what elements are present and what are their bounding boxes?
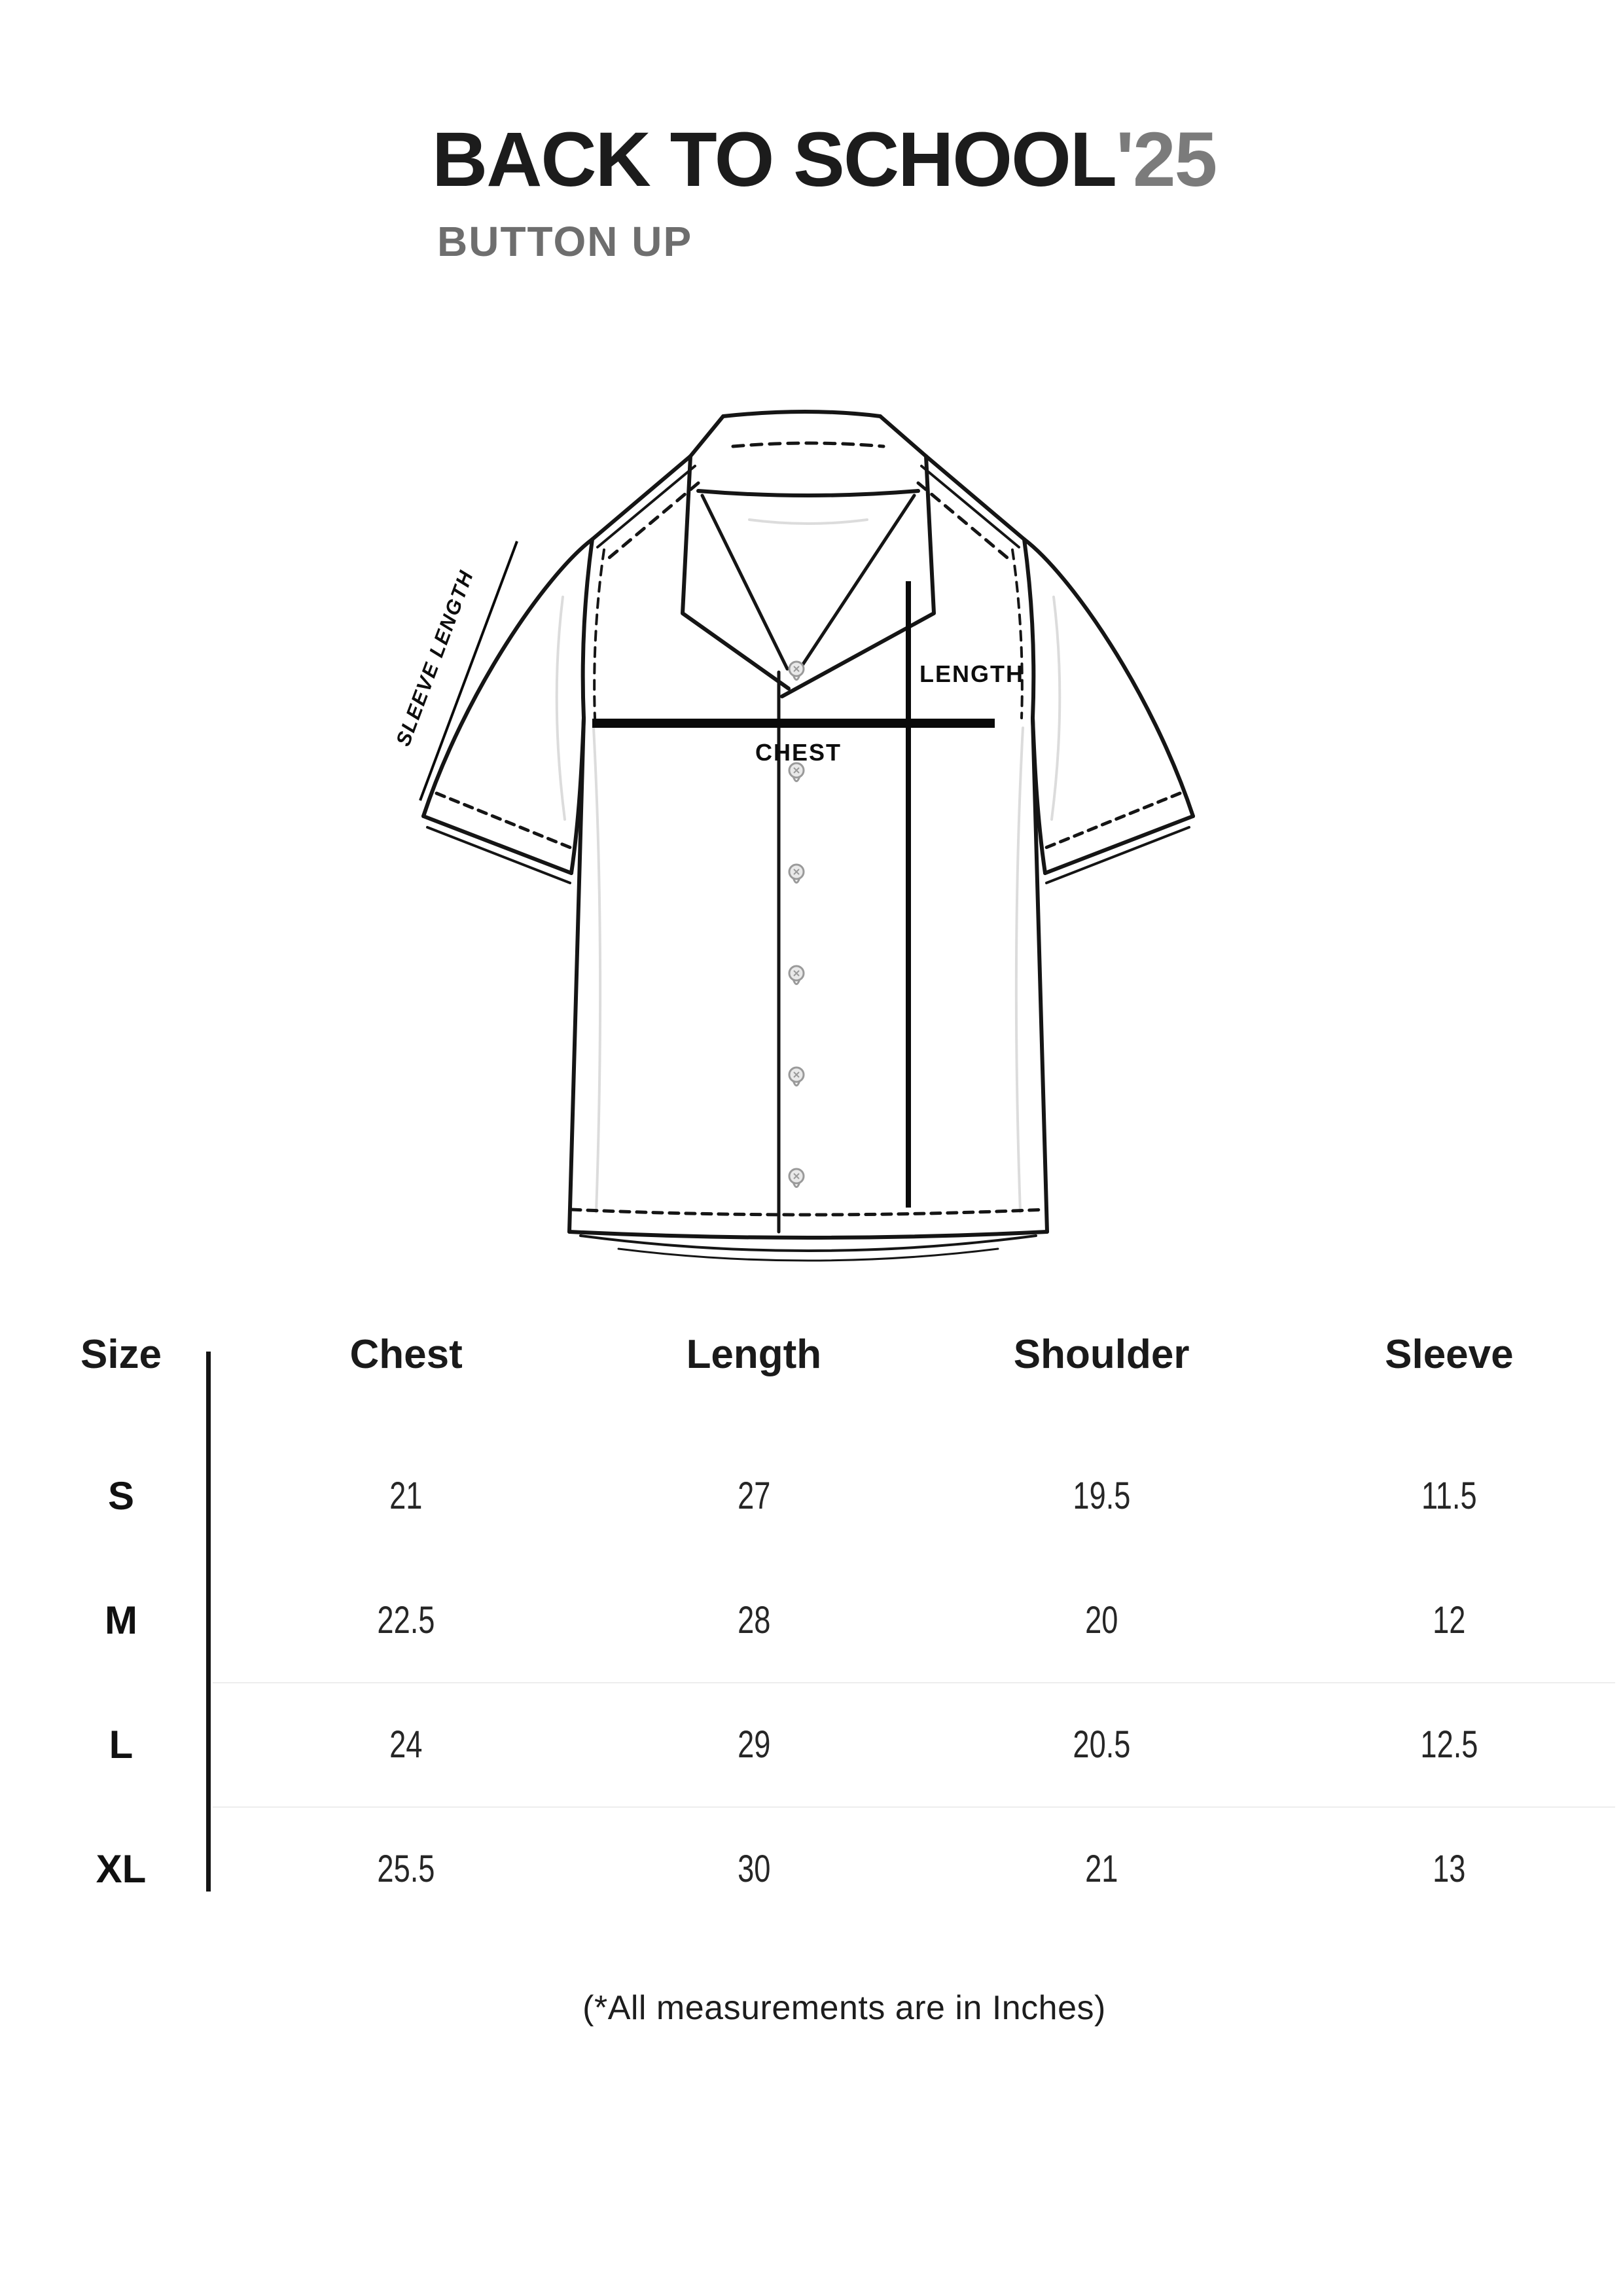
size-label: L [109, 1722, 134, 1767]
button-icon [788, 863, 805, 884]
size-chart: Size Chest Length Shoulder Sleeve S 21 2… [39, 1322, 1623, 1934]
body-shading-right [1014, 726, 1024, 1213]
value-sleeve: 12.5 [1420, 1723, 1478, 1766]
sleeve-length-label: SLEEVE LENGTH [396, 567, 478, 749]
value-shoulder: 19.5 [1073, 1474, 1131, 1517]
button-icon [788, 1066, 805, 1086]
row-separator [213, 1682, 1615, 1683]
cuff-fold-left [426, 826, 571, 884]
header-length: Length [686, 1332, 822, 1377]
front-edge-left [700, 493, 789, 671]
chest-label: CHEST [755, 739, 842, 766]
shoulder-seam-left [590, 454, 692, 541]
body-side-right [1031, 716, 1049, 1234]
cuff-fold-right [1045, 826, 1190, 884]
value-chest: 24 [389, 1723, 423, 1766]
button-icon [788, 660, 805, 681]
hem-under-curve [579, 1234, 1037, 1252]
lapel-left [681, 454, 791, 691]
body-shading-left [592, 726, 602, 1213]
cuff-edge-left [421, 814, 573, 875]
hem-edge [567, 1230, 1049, 1240]
size-label: S [107, 1473, 135, 1518]
collar-stitch-dashed [731, 441, 885, 448]
value-shoulder: 20.5 [1073, 1723, 1131, 1766]
table-row-l: L 24 29 20.5 12.5 [39, 1682, 1623, 1806]
table-row-s: S 21 27 19.5 11.5 [39, 1433, 1623, 1558]
header-sleeve: Sleeve [1385, 1332, 1514, 1377]
value-length: 29 [737, 1723, 771, 1766]
shoulder-seam-left-inner [596, 465, 696, 548]
button-icon [788, 1168, 805, 1188]
body-side-left [567, 716, 586, 1234]
page-subtitle: BUTTON UP [437, 218, 693, 265]
value-shoulder: 21 [1084, 1847, 1118, 1890]
cuff-stitch-right [1039, 791, 1182, 852]
hem-under-curve-2 [617, 1247, 999, 1262]
size-label: M [105, 1598, 137, 1642]
hem-stitch [569, 1208, 1047, 1217]
row-separator [213, 1806, 1615, 1808]
collar-corner-left [688, 414, 725, 458]
sleeve-shading-left [555, 596, 566, 821]
value-sleeve: 13 [1433, 1847, 1466, 1890]
sleeve-measure-line [419, 541, 518, 801]
shoulder-seam-right [924, 454, 1026, 541]
length-label: LENGTH [919, 660, 1024, 687]
front-edge-right [794, 493, 916, 676]
collar-top-edge [721, 410, 882, 418]
header-chest: Chest [349, 1332, 463, 1377]
shoulder-stitch-left [607, 481, 700, 560]
shirt-measurement-diagram: CHEST LENGTH SLEEVE LENGTH [391, 361, 1234, 1271]
collar-band-bottom [696, 489, 920, 497]
header-size: Size [80, 1332, 162, 1377]
size-label: XL [96, 1846, 147, 1891]
cuff-stitch-left [435, 791, 577, 852]
shoulder-seam-right-inner [920, 465, 1020, 548]
value-chest: 25.5 [377, 1847, 435, 1890]
value-chest: 22.5 [377, 1598, 435, 1641]
armhole-right [1022, 537, 1036, 720]
chart-header-row: Size Chest Length Shoulder Sleeve [39, 1322, 1623, 1433]
table-row-xl: XL 25.5 30 21 13 [39, 1806, 1623, 1931]
back-neck-line [748, 518, 868, 525]
sleeve-shading-right [1050, 596, 1061, 821]
spacer [203, 1322, 232, 1331]
button-icon [788, 965, 805, 985]
shoulder-stitch-right [916, 481, 1009, 560]
header-shoulder: Shoulder [1013, 1332, 1190, 1377]
value-length: 28 [737, 1598, 771, 1641]
measurement-note: (*All measurements are in Inches) [582, 1989, 1106, 2027]
page-title-year: '25 [1115, 117, 1217, 203]
armhole-left [580, 537, 594, 720]
sleeve-outer-right [1022, 537, 1195, 818]
page-title-main: BACK TO SCHOOL [432, 117, 1117, 203]
value-chest: 21 [389, 1474, 423, 1517]
value-shoulder: 20 [1084, 1598, 1118, 1641]
collar-corner-right [878, 414, 928, 458]
value-sleeve: 12 [1433, 1598, 1466, 1641]
page-title: BACK TO SCHOOL'25 [432, 115, 1217, 204]
cuff-edge-right [1043, 814, 1195, 875]
button-column [788, 660, 805, 1188]
sleeve-outer-left [421, 537, 594, 818]
table-row-m: M 22.5 28 20 12 [39, 1558, 1623, 1682]
armhole-stitch-right [1011, 548, 1024, 719]
chart-divider [206, 1352, 211, 1892]
armhole-stitch-left [593, 548, 605, 719]
shirt-sketch: CHEST LENGTH SLEEVE LENGTH [391, 410, 1195, 1262]
lapel-right [780, 454, 936, 698]
value-length: 27 [737, 1474, 771, 1517]
value-length: 30 [737, 1847, 771, 1890]
value-sleeve: 11.5 [1421, 1474, 1477, 1517]
button-icon [788, 762, 805, 782]
